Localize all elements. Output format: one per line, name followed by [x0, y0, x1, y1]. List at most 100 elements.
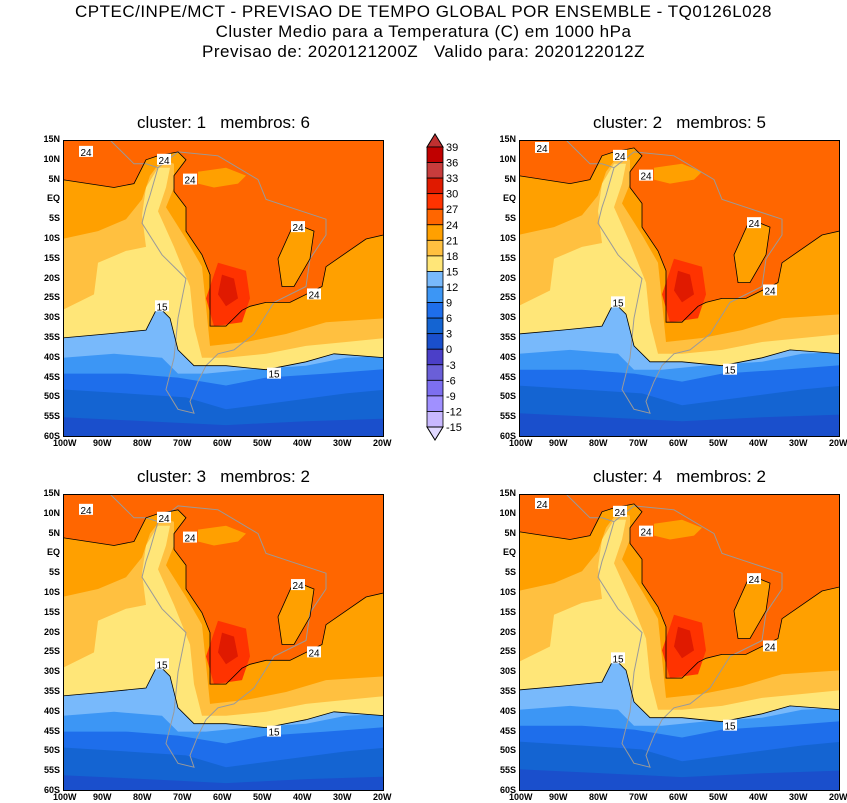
lat-tick-label: 40S: [499, 351, 516, 362]
temperature-band-24-27: [519, 494, 840, 679]
colorbar-label: 3: [446, 329, 452, 341]
contour-label-24: 24: [80, 506, 92, 517]
lat-tick-label: 50S: [499, 391, 516, 402]
map-panel-cluster-1: 24 24 24 24 24 15 15 15N 10N 5N EQ 5S 10S 15S 20S 25S 30…: [43, 134, 391, 448]
colorbar-label: -3: [446, 360, 456, 372]
contour-label-24: 24: [614, 508, 626, 519]
contour-label-24: 24: [158, 156, 170, 167]
temperature-band-24-27: [519, 140, 840, 323]
contour-24-highland: [277, 222, 315, 287]
lat-tick-label: 15N: [499, 488, 516, 498]
lat-tick-label: 25S: [499, 292, 516, 303]
contour-label-bg: [535, 141, 549, 153]
contour-label-bg: [613, 149, 627, 161]
contour-label-bg: [307, 646, 321, 658]
colorbar-box: [426, 379, 444, 397]
map-panel-cluster-3: 24 24 24 24 24 15 15 15N 10N 5N EQ 5S 10S 15S 20S 25S 30…: [43, 488, 391, 802]
lat-tick-label: 45S: [499, 725, 516, 736]
contour-label-24: 24: [80, 148, 92, 159]
lat-tick-label: 10S: [43, 587, 60, 597]
lon-tick-label: 50W: [253, 792, 272, 802]
colorbar-label: 39: [446, 142, 458, 154]
lon-tick-label: 70W: [173, 438, 192, 448]
lon-tick-label: 80W: [133, 792, 152, 802]
contour-label-bg: [613, 505, 627, 517]
lon-tick-label: 30W: [333, 792, 352, 802]
colorbar-box: [426, 395, 444, 412]
contour-label-bg: [157, 153, 171, 165]
lon-tick-label: 60W: [669, 438, 688, 448]
contour-label-24: 24: [184, 176, 196, 187]
colorbar-box: [426, 208, 444, 226]
contour-15: [519, 301, 840, 367]
lon-tick-label: 70W: [629, 438, 648, 448]
contour-label-bg: [639, 169, 653, 181]
map-frame: [63, 494, 384, 791]
contour-label-bg: [157, 511, 171, 523]
map-canvas: 24 24 24 24 24 15 15: [519, 494, 840, 791]
lon-tick-label: 30W: [789, 438, 808, 448]
lon-tick-label: 20W: [829, 792, 847, 802]
colorbar-label: 12: [446, 282, 458, 294]
lat-tick-label: 20S: [43, 272, 60, 283]
lon-tick-label: 80W: [589, 792, 608, 802]
contour-label-bg: [79, 503, 93, 515]
colorbar-box: [426, 411, 444, 428]
lon-tick-label: 40W: [749, 792, 768, 802]
contour-label-bg: [291, 579, 305, 591]
contour-label-24: 24: [308, 290, 320, 301]
lat-tick-label: EQ: [46, 547, 60, 558]
central-america-coastline: [565, 140, 615, 169]
contour-label-bg: [267, 367, 281, 379]
panel-title-4: cluster: 4 membros: 2: [593, 467, 766, 486]
north-cool-area: [198, 167, 246, 188]
lat-tick-label: 10N: [43, 153, 60, 164]
lat-tick-label: 15N: [43, 134, 60, 144]
temperature-band-24-27: [63, 140, 384, 327]
contour-label-15: 15: [724, 366, 736, 377]
contour-label-bg: [79, 145, 93, 157]
lat-tick-label: 5N: [504, 173, 516, 184]
lat-tick-label: 10N: [499, 507, 516, 518]
lat-tick-label: 5N: [48, 527, 60, 538]
lat-tick-label: 25S: [43, 646, 60, 657]
lon-tick-label: 100W: [509, 792, 533, 802]
contour-label-15: 15: [724, 722, 736, 733]
lon-tick-label: 90W: [93, 438, 112, 448]
panel-title-2: cluster: 2 membros: 5: [593, 113, 766, 132]
lat-tick-label: 15S: [499, 252, 516, 263]
coastline: [141, 505, 327, 768]
contour-24: [63, 151, 384, 327]
lat-tick-label: EQ: [502, 193, 516, 204]
contour-label-15: 15: [156, 302, 168, 313]
map-canvas: 24 24 24 24 24 15 15: [63, 494, 384, 791]
lat-tick-label: 5S: [504, 567, 516, 578]
contour-label-24: 24: [748, 219, 760, 230]
lat-tick-label: 5N: [48, 173, 60, 184]
map-frame: [63, 140, 384, 437]
contour-label-bg: [267, 725, 281, 737]
title-line-2: Cluster Medio para a Temperatura (C) em …: [215, 22, 632, 41]
contour-label-bg: [155, 658, 169, 670]
colorbar-top-triangle: [426, 133, 444, 148]
lon-tick-label: 40W: [749, 438, 768, 448]
contour-label-24: 24: [764, 286, 776, 297]
lat-tick-label: 5S: [504, 213, 516, 224]
lon-tick-label: 80W: [589, 438, 608, 448]
lon-tick-label: 90W: [93, 792, 112, 802]
lat-tick-label: EQ: [46, 193, 60, 204]
lat-tick-label: EQ: [502, 547, 516, 558]
lat-tick-label: 10S: [499, 233, 516, 243]
lat-tick-label: 35S: [499, 686, 516, 696]
lat-tick-label: 5S: [48, 567, 60, 578]
lon-tick-label: 60W: [213, 438, 232, 448]
map-panel-cluster-4: 24 24 24 24 24 15 15 15N 10N 5N EQ 5S 10S 15S 20S 25S 30…: [499, 488, 847, 802]
map-frame: [519, 140, 840, 437]
colorbar-label: 6: [446, 313, 452, 325]
contour-label-bg: [747, 573, 761, 585]
contour-label-24: 24: [748, 575, 760, 586]
contour-label-24: 24: [308, 648, 320, 659]
lat-tick-label: 15S: [499, 606, 516, 617]
lat-tick-label: 10S: [43, 233, 60, 243]
